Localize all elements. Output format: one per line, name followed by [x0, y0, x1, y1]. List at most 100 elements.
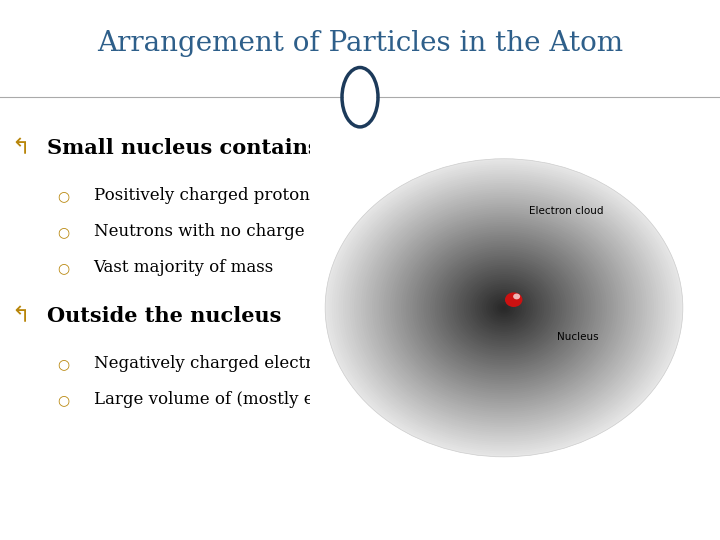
Circle shape [484, 291, 524, 325]
Circle shape [383, 207, 625, 408]
Circle shape [392, 215, 616, 401]
Circle shape [448, 261, 560, 354]
Circle shape [455, 267, 553, 349]
Circle shape [388, 211, 620, 404]
Circle shape [368, 194, 640, 421]
Circle shape [330, 163, 678, 453]
Circle shape [453, 265, 555, 350]
Circle shape [462, 272, 546, 343]
Circle shape [395, 217, 613, 399]
Circle shape [513, 294, 520, 299]
Circle shape [361, 188, 647, 427]
Circle shape [439, 254, 569, 362]
Text: Vast majority of mass: Vast majority of mass [94, 259, 274, 276]
Circle shape [488, 295, 520, 321]
Circle shape [426, 242, 582, 373]
Circle shape [419, 237, 589, 379]
Circle shape [480, 287, 528, 328]
Circle shape [486, 293, 522, 323]
Circle shape [475, 284, 533, 332]
Circle shape [359, 187, 649, 429]
Circle shape [490, 296, 518, 319]
Text: ○: ○ [58, 393, 70, 407]
Circle shape [505, 293, 523, 307]
Text: Arrangement of Particles in the Atom: Arrangement of Particles in the Atom [97, 30, 623, 57]
Circle shape [370, 196, 638, 420]
Text: Large volume of (mostly empty) s: Large volume of (mostly empty) s [94, 391, 376, 408]
Circle shape [417, 235, 591, 381]
Circle shape [372, 198, 636, 418]
Circle shape [415, 233, 593, 382]
Circle shape [341, 172, 667, 444]
Circle shape [477, 286, 531, 330]
Text: Nucleus: Nucleus [557, 332, 599, 342]
Circle shape [470, 280, 538, 336]
Circle shape [482, 289, 526, 326]
Circle shape [374, 200, 634, 416]
Circle shape [325, 159, 683, 457]
Circle shape [332, 164, 676, 451]
Circle shape [413, 232, 595, 384]
Circle shape [356, 185, 652, 431]
Circle shape [350, 179, 658, 436]
Circle shape [338, 170, 670, 446]
Text: ○: ○ [58, 261, 70, 275]
Text: Outside the nucleus: Outside the nucleus [47, 306, 282, 326]
Circle shape [334, 166, 674, 449]
Text: Negatively charged electrons: Negatively charged electrons [94, 355, 342, 372]
Circle shape [446, 259, 562, 356]
Circle shape [433, 248, 575, 367]
Circle shape [343, 174, 665, 442]
FancyBboxPatch shape [310, 130, 698, 486]
Circle shape [405, 226, 603, 390]
Circle shape [468, 278, 540, 338]
Circle shape [397, 218, 611, 397]
Circle shape [459, 271, 549, 345]
Circle shape [423, 241, 585, 375]
Circle shape [408, 228, 600, 388]
Text: ○: ○ [58, 225, 70, 239]
Text: Neutrons with no charge: Neutrons with no charge [94, 224, 305, 240]
Circle shape [403, 224, 605, 392]
Circle shape [379, 204, 629, 412]
Circle shape [492, 299, 516, 317]
Circle shape [363, 191, 645, 425]
Circle shape [352, 181, 656, 435]
Circle shape [435, 250, 573, 366]
Ellipse shape [344, 70, 376, 124]
Circle shape [377, 201, 631, 414]
Circle shape [498, 302, 510, 313]
Circle shape [390, 213, 618, 403]
Circle shape [444, 258, 564, 358]
Circle shape [410, 230, 598, 386]
Circle shape [385, 209, 623, 407]
Circle shape [401, 222, 607, 394]
Circle shape [428, 245, 580, 371]
Circle shape [348, 177, 660, 438]
Circle shape [336, 168, 672, 448]
Circle shape [466, 276, 542, 340]
Circle shape [500, 304, 508, 312]
Text: ○: ○ [58, 189, 70, 203]
Circle shape [354, 183, 654, 433]
Circle shape [495, 300, 513, 315]
Text: Electron cloud: Electron cloud [529, 206, 603, 215]
Circle shape [328, 160, 680, 455]
Text: ○: ○ [58, 357, 70, 371]
Text: ↰: ↰ [11, 306, 30, 326]
Circle shape [450, 263, 558, 353]
Circle shape [502, 306, 506, 309]
Text: Positively charged protons: Positively charged protons [94, 187, 318, 205]
Circle shape [381, 205, 627, 410]
Circle shape [399, 220, 609, 395]
Circle shape [441, 255, 567, 360]
Circle shape [365, 192, 643, 423]
Text: ↰: ↰ [11, 138, 30, 158]
Circle shape [421, 239, 587, 377]
Circle shape [437, 252, 571, 364]
Circle shape [457, 269, 551, 347]
Text: Small nucleus contains nucleons:: Small nucleus contains nucleons: [47, 138, 440, 158]
Circle shape [431, 246, 577, 369]
Circle shape [464, 274, 544, 341]
Circle shape [346, 176, 662, 440]
